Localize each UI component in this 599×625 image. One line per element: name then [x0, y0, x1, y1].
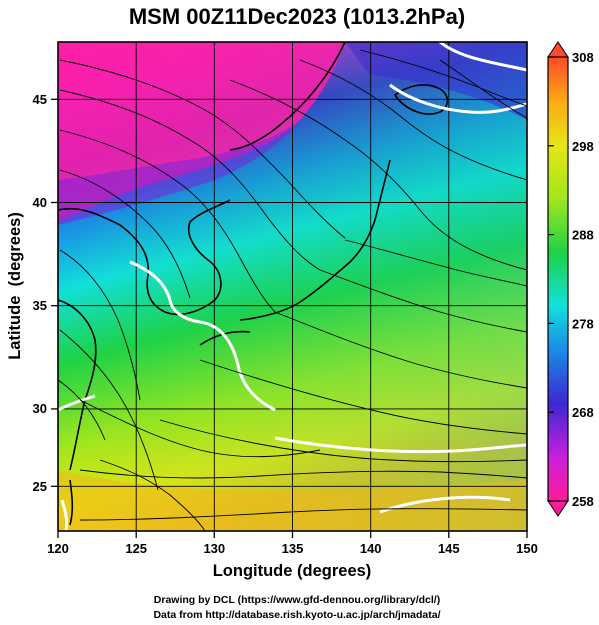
colorbar-gradient: [548, 57, 568, 501]
credit-data-source: Data from http://database.rish.kyoto-u.a…: [153, 609, 440, 621]
graticule: [58, 42, 527, 531]
cold-airmass-edge: [58, 122, 300, 225]
colorbar: 308 298 288 278 268 258: [547, 41, 594, 517]
coastlines: [58, 42, 449, 526]
lon-tick-label: 130: [203, 541, 225, 556]
map-panel: [58, 42, 527, 531]
colorbar-tick-label: 308: [572, 50, 594, 65]
colorbar-max-triangle: [547, 41, 569, 58]
lon-tick-label: 120: [47, 541, 69, 556]
chart-title: MSM 00Z11Dec2023 (1013.2hPa): [129, 4, 465, 29]
colorbar-tick-label: 278: [572, 316, 594, 331]
lon-tick-label: 140: [360, 541, 382, 556]
colorbar-tick-label: 268: [572, 405, 594, 420]
colorbar-frame: [547, 56, 569, 502]
lat-tick-label: 40: [33, 195, 47, 210]
y-axis-label: Latitude (degrees): [6, 212, 24, 360]
colorbar-min-triangle: [547, 500, 569, 517]
x-axis-label: Longitude (degrees): [213, 562, 372, 580]
wind-streamlines: [58, 49, 527, 531]
lon-tick-label: 145: [438, 541, 460, 556]
lat-tick-label: 30: [33, 401, 47, 416]
lat-tick-label: 45: [33, 92, 47, 107]
lon-tick-label: 125: [125, 541, 147, 556]
colorbar-tick-label: 288: [572, 228, 594, 243]
colorbar-tick-label: 298: [572, 139, 594, 154]
tick-marks: [51, 98, 528, 538]
lat-tick-label: 25: [33, 479, 47, 494]
colorbar-tick-label: 258: [572, 494, 594, 509]
lon-tick-label: 135: [282, 541, 304, 556]
lon-tick-label: 150: [516, 541, 538, 556]
credit-drawing: Drawing by DCL (https://www.gfd-dennou.o…: [154, 594, 440, 606]
lat-tick-label: 35: [33, 298, 47, 313]
